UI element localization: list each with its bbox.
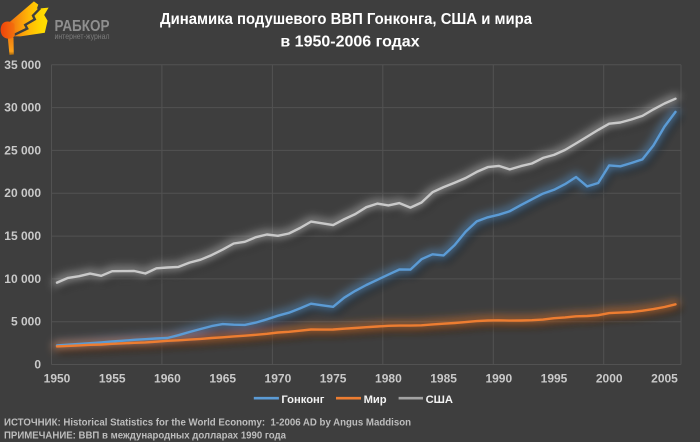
svg-text:1970: 1970	[265, 372, 292, 386]
svg-text:1975: 1975	[320, 372, 347, 386]
svg-text:15 000: 15 000	[4, 229, 41, 243]
svg-text:1990: 1990	[485, 372, 512, 386]
svg-text:30 000: 30 000	[4, 101, 41, 115]
svg-text:США: США	[426, 394, 453, 406]
svg-text:25 000: 25 000	[4, 143, 41, 157]
svg-text:2000: 2000	[596, 372, 623, 386]
svg-text:ПРИМЕЧАНИЕ: ВВП в международны: ПРИМЕЧАНИЕ: ВВП в международных долларах…	[4, 431, 286, 442]
svg-text:35 000: 35 000	[4, 58, 41, 72]
svg-text:Гонконг: Гонконг	[281, 394, 324, 406]
svg-text:1985: 1985	[430, 372, 457, 386]
svg-text:5 000: 5 000	[11, 315, 41, 329]
svg-text:1960: 1960	[154, 372, 181, 386]
svg-text:1965: 1965	[209, 372, 236, 386]
svg-text:20 000: 20 000	[4, 186, 41, 200]
svg-text:ИСТОЧНИК: Historical Statistic: ИСТОЧНИК: Historical Statistics for the …	[4, 418, 411, 429]
svg-text:1995: 1995	[541, 372, 568, 386]
svg-text:10 000: 10 000	[4, 272, 41, 286]
svg-text:1950: 1950	[44, 372, 71, 386]
svg-text:Мир: Мир	[364, 394, 387, 406]
svg-text:2005: 2005	[651, 372, 678, 386]
svg-text:Динамика подушевого ВВП Гонкон: Динамика подушевого ВВП Гонконга, США и …	[160, 11, 532, 28]
svg-text:0: 0	[34, 358, 41, 372]
svg-text:1955: 1955	[99, 372, 126, 386]
svg-text:1980: 1980	[375, 372, 402, 386]
svg-text:в 1950-2006 годах: в 1950-2006 годах	[280, 34, 419, 51]
svg-text:РАБКОР: РАБКОР	[55, 18, 110, 35]
svg-text:интернет-журнал: интернет-журнал	[55, 31, 110, 41]
